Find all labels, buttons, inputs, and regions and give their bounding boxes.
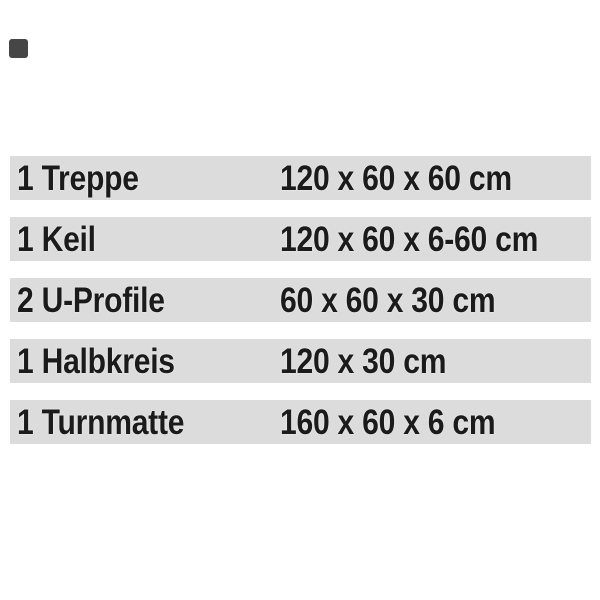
row-dimensions: 120 x 60 x 60 cm <box>280 159 512 198</box>
row-dimensions: 120 x 30 cm <box>280 342 447 381</box>
row-item-label: 1 Halbkreis <box>17 342 175 381</box>
table-row: 1 Treppe 120 x 60 x 60 cm <box>10 156 591 200</box>
row-dimensions: 60 x 60 x 30 cm <box>280 281 496 320</box>
table-row: 2 U-Profile 60 x 60 x 30 cm <box>10 278 591 322</box>
row-item-label: 1 Treppe <box>17 159 139 198</box>
corner-square-icon <box>9 39 28 58</box>
row-dimensions: 120 x 60 x 6-60 cm <box>280 220 539 259</box>
row-item-label: 2 U-Profile <box>17 281 165 320</box>
row-item-label: 1 Turnmatte <box>17 403 185 442</box>
table-row: 1 Turnmatte 160 x 60 x 6 cm <box>10 400 591 444</box>
row-dimensions: 160 x 60 x 6 cm <box>280 403 496 442</box>
row-item-label: 1 Keil <box>17 220 96 259</box>
table-row: 1 Halbkreis 120 x 30 cm <box>10 339 591 383</box>
spec-table: 1 Treppe 120 x 60 x 60 cm 1 Keil 120 x 6… <box>10 156 591 444</box>
table-row: 1 Keil 120 x 60 x 6-60 cm <box>10 217 591 261</box>
